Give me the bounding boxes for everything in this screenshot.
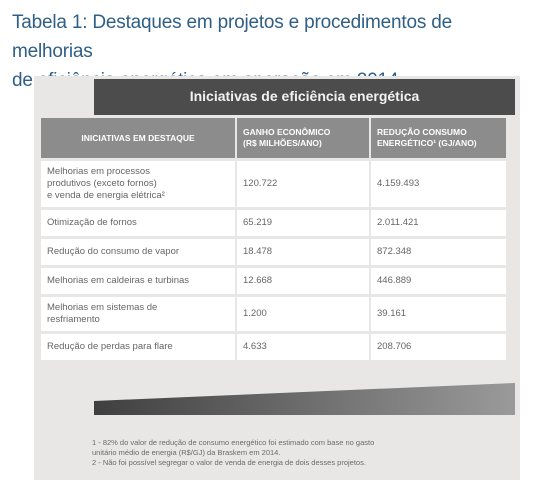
table-row: Melhorias em processos produtivos (excet…: [41, 158, 508, 209]
table-row: Melhorias em sistemas de resfriamento 1.…: [41, 294, 508, 333]
decorative-wedge: [94, 383, 515, 415]
gain-cell: 4.633: [236, 331, 371, 360]
initiative-cell: Melhorias em sistemas de resfriamento: [41, 294, 237, 333]
table-row: Redução do consumo de vapor 18.478 872.3…: [41, 236, 508, 267]
footnotes: 1 - 82% do valor de redução de consumo e…: [92, 438, 512, 468]
footnote-2: 2 - Não foi possível segregar o valor de…: [92, 458, 366, 467]
footnote-1: 1 - 82% do valor de redução de consumo e…: [92, 438, 375, 457]
initiatives-table: INICIATIVAS EM DESTAQUE GANHO ECONÔMICO(…: [41, 118, 508, 360]
initiative-cell: Melhorias em processos produtivos (excet…: [41, 158, 237, 209]
initiative-cell: Redução do consumo de vapor: [41, 236, 237, 267]
initiative-cell: Melhorias em caldeiras e turbinas: [41, 265, 237, 296]
header-energy-reduction: REDUÇÃO CONSUMO ENERGÉTICO¹ (GJ/ANO): [370, 118, 508, 160]
gain-cell: 18.478: [236, 236, 371, 267]
reduction-cell: 208.706: [370, 331, 508, 360]
table-row: Melhorias em caldeiras e turbinas 12.668…: [41, 265, 508, 296]
table-row: Otimização de fornos 65.219 2.011.421: [41, 207, 508, 238]
reduction-cell: 39.161: [370, 294, 508, 333]
reduction-cell: 4.159.493: [370, 158, 508, 209]
initiative-cell: Redução de perdas para flare: [41, 331, 237, 360]
gain-cell: 65.219: [236, 207, 371, 238]
banner-title: Iniciativas de eficiência energética: [189, 88, 420, 104]
reduction-cell: 446.889: [370, 265, 508, 296]
header-initiatives: INICIATIVAS EM DESTAQUE: [41, 118, 237, 160]
gain-cell: 1.200: [236, 294, 371, 333]
banner-bar: [94, 79, 515, 115]
gain-cell: 12.668: [236, 265, 371, 296]
table-header-row: INICIATIVAS EM DESTAQUE GANHO ECONÔMICO(…: [41, 118, 508, 160]
header-economic-gain: GANHO ECONÔMICO (R$ MILHÕES/ANO): [236, 118, 371, 160]
reduction-cell: 2.011.421: [370, 207, 508, 238]
gain-cell: 120.722: [236, 158, 371, 209]
initiative-cell: Otimização de fornos: [41, 207, 237, 238]
reduction-cell: 872.348: [370, 236, 508, 267]
table-row: Redução de perdas para flare 4.633 208.7…: [41, 331, 508, 360]
caption-line-1: Tabela 1: Destaques em projetos e proced…: [12, 12, 452, 62]
